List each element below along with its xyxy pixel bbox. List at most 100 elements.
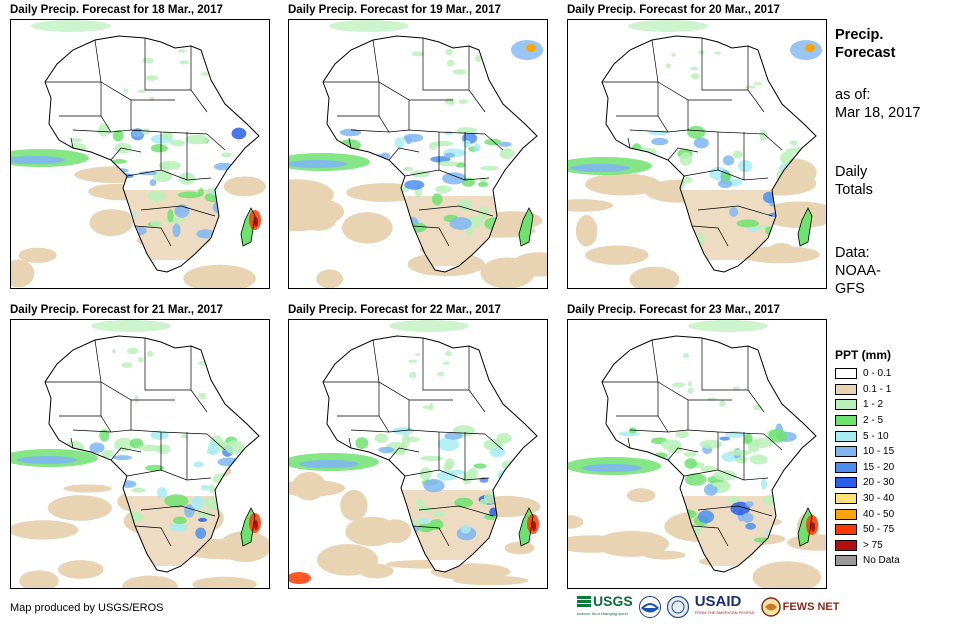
country-border: [629, 129, 765, 135]
land-rain-cell: [478, 206, 490, 219]
legend-item: 0.1 - 1: [835, 382, 960, 398]
legend-label: 15 - 20: [863, 461, 895, 473]
fewsnet-logo: FEWS NET: [760, 597, 839, 617]
country-border: [144, 38, 191, 91]
land-rain-cell: [675, 430, 689, 439]
north-rain-cell: [409, 371, 417, 379]
country-border: [110, 447, 142, 461]
country-border: [59, 415, 112, 433]
legend-swatch: [835, 477, 857, 489]
legend-item: 2 - 5: [835, 413, 960, 429]
north-rain-cell: [753, 404, 762, 411]
legend-label: 2 - 5: [863, 415, 884, 427]
north-edge-rain: [329, 20, 409, 32]
land-rain-cell: [150, 144, 168, 153]
north-rain-cell: [408, 359, 418, 363]
usaid-logo: USAID FROM THE AMERICAN PEOPLE: [694, 593, 755, 618]
legend-swatch: [835, 539, 857, 551]
totals-line2: Totals: [835, 182, 873, 198]
country-border: [206, 433, 226, 451]
legend-item: 0 - 0.1: [835, 366, 960, 382]
land-rain-cell: [444, 432, 463, 440]
country-border: [388, 147, 420, 161]
north-edge-rain: [31, 20, 111, 32]
land-rain-cell: [191, 495, 204, 510]
north-rain-cell: [111, 348, 117, 354]
extreme-rain-cell: [254, 520, 258, 530]
land-rain-cell: [745, 522, 756, 530]
land-rain-cell: [206, 448, 219, 455]
ocean-light-rain-area: [342, 212, 393, 244]
usaid-wordmark: USAID: [694, 593, 742, 610]
north-rain-cell: [458, 99, 469, 104]
rain-band-core: [11, 156, 65, 164]
north-rain-cell: [121, 362, 133, 368]
land-rain-cell: [618, 431, 640, 437]
precip-map: [288, 319, 548, 589]
land-rain-cell: [484, 138, 502, 146]
land-rain-cell: [149, 179, 157, 187]
north-edge-rain: [91, 320, 171, 332]
land-rain-cell: [112, 129, 124, 142]
land-rain-cell: [679, 152, 692, 166]
land-rain-cell: [99, 429, 110, 442]
extreme-rain-cell: [811, 522, 815, 532]
legend-item: 15 - 20: [835, 460, 960, 476]
legend-swatch: [835, 461, 857, 473]
country-border: [404, 469, 490, 481]
legend-item: No Data: [835, 553, 960, 569]
country-border: [126, 469, 212, 481]
land-rain-cell: [730, 501, 750, 516]
country-border: [697, 505, 773, 517]
precip-map: [567, 319, 827, 589]
totals-block: Daily Totals: [835, 163, 873, 199]
land-rain-cell: [435, 185, 452, 194]
legend-swatch: [835, 415, 857, 427]
land-rain-cell: [150, 430, 169, 440]
north-rain-cell: [134, 394, 139, 403]
land-rain-cell: [193, 461, 204, 468]
land-rain-cell: [70, 138, 82, 143]
country-border: [337, 115, 390, 133]
north-rain-cell: [719, 400, 726, 407]
ocean-light-rain-area: [63, 484, 112, 493]
madagascar-coast: [797, 207, 813, 247]
data-line2: GFS: [835, 281, 865, 297]
country-border: [404, 169, 490, 181]
madagascar-coast: [518, 207, 534, 247]
land-rain-cell: [406, 436, 420, 443]
rain-band-core: [299, 460, 359, 468]
rain-band-core: [570, 164, 630, 172]
land-rain-cell: [162, 131, 174, 140]
land-rain-cell: [667, 444, 683, 454]
ocean-light-rain-area: [289, 479, 345, 497]
precip-map-svg: [11, 20, 269, 288]
precip-map: [10, 319, 270, 589]
coastline: [44, 335, 260, 573]
country-border: [350, 129, 486, 135]
ocean-light-rain-area: [644, 550, 686, 560]
land-rain-cell: [138, 171, 157, 176]
country-border: [627, 137, 631, 149]
precip-map: [288, 19, 548, 289]
fewsnet-globe-icon: [760, 597, 781, 617]
land-rain-cell: [164, 494, 189, 508]
coastline: [322, 35, 538, 273]
north-rain-cell: [671, 52, 676, 57]
ocean-light-rain-area: [769, 243, 793, 255]
legend-swatch: [835, 399, 857, 411]
legend-label: No Data: [863, 555, 900, 567]
land-rain-cell: [111, 159, 127, 164]
precip-map-svg: [289, 20, 547, 288]
country-border: [697, 205, 773, 217]
legend-label: 5 - 10: [863, 430, 889, 442]
seal-icon: [666, 596, 689, 618]
land-rain-cell: [231, 127, 247, 140]
ocean-light-rain-area: [316, 544, 379, 576]
legend-item: 1 - 2: [835, 397, 960, 413]
ocean-light-rain-area: [379, 519, 412, 544]
land-rain-cell: [473, 463, 487, 469]
rain-band-core: [582, 464, 642, 472]
country-border: [651, 39, 659, 83]
land-rain-cell: [399, 444, 406, 456]
